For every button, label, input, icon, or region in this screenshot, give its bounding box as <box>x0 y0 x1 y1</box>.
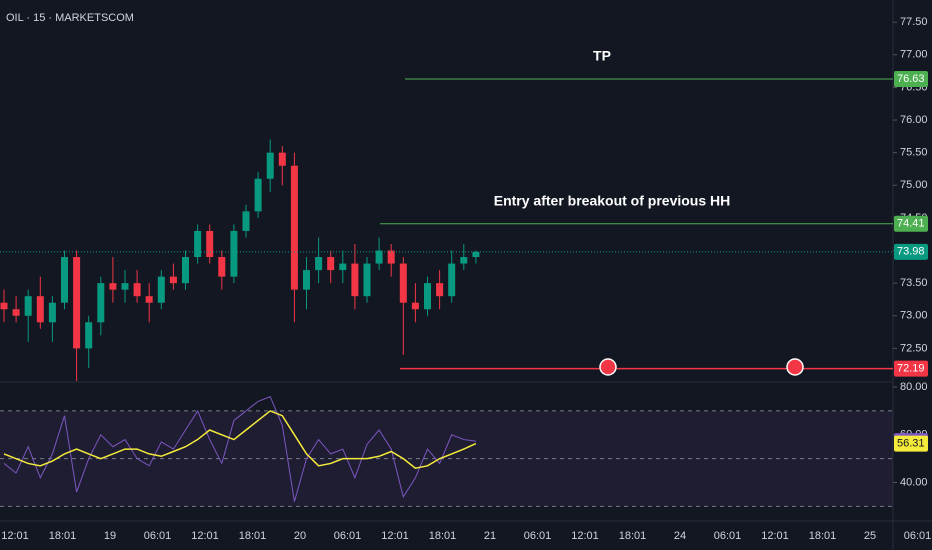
x-tick-label: 06:01 <box>144 530 172 542</box>
x-tick-label: 20 <box>294 530 306 542</box>
candle-body <box>399 263 407 303</box>
candle-body <box>24 296 32 316</box>
candle-body <box>448 263 456 297</box>
candle-body <box>48 302 56 323</box>
flag-icon <box>599 358 617 376</box>
candle-body <box>460 257 468 264</box>
flags <box>599 358 804 376</box>
candle-body <box>169 276 177 284</box>
value-tag-label: 56.31 <box>897 438 925 450</box>
y-tick-label: 75.50 <box>900 147 928 159</box>
candle-body <box>375 250 383 264</box>
price-tag <box>894 215 928 232</box>
candle-body <box>145 296 153 303</box>
x-tick-label: 06:01 <box>524 530 552 542</box>
candle-body <box>254 178 262 212</box>
candle-body <box>0 302 8 310</box>
candle-body <box>157 276 165 303</box>
candle-body <box>387 250 395 264</box>
candle-body <box>218 257 226 277</box>
y-tick-label: 76.00 <box>900 114 928 126</box>
x-tick-label: 06:01 <box>904 530 932 542</box>
x-tick-label: 12:01 <box>191 530 219 542</box>
x-tick-label: 24 <box>674 530 686 542</box>
chart-title: OIL · 15 · MARKETSCOM <box>6 12 134 24</box>
candle-body <box>194 230 202 258</box>
candle-body <box>424 283 431 310</box>
candle-body <box>182 257 189 284</box>
y-tick-label: 73.00 <box>900 310 928 322</box>
candle-body <box>436 283 444 297</box>
candle-body <box>290 165 298 290</box>
candle-body <box>339 263 347 271</box>
y-tick-label: 77.50 <box>900 16 928 28</box>
y-tick-label: 73.50 <box>900 277 928 289</box>
price-tag-label: 72.19 <box>897 363 925 375</box>
rsi-band <box>0 410 893 507</box>
x-tick-label: 18:01 <box>239 530 267 542</box>
candle-body <box>315 257 323 271</box>
candle-body <box>12 309 20 316</box>
x-tick-label: 12:01 <box>1 530 29 542</box>
level-annotation: Entry after breakout of previous HH <box>494 192 731 208</box>
candle-body <box>109 283 117 290</box>
candle-body <box>121 283 129 290</box>
candle-body <box>363 263 371 297</box>
price-tag <box>894 243 928 260</box>
candle-body <box>351 263 359 297</box>
candle-body <box>97 283 105 323</box>
flag-icon <box>786 358 804 376</box>
y-tick-label: 75.00 <box>900 179 928 191</box>
x-tick-label: 12:01 <box>381 530 409 542</box>
x-tick-label: 18:01 <box>809 530 837 542</box>
candle-body <box>36 296 44 323</box>
x-tick-label: 25 <box>864 530 876 542</box>
candle-body <box>133 283 141 297</box>
candle-body <box>411 302 419 310</box>
x-tick-label: 06:01 <box>334 530 362 542</box>
candle-body <box>61 257 68 303</box>
x-tick-label: 21 <box>484 530 496 542</box>
price-tag <box>894 360 928 377</box>
x-tick-label: 06:01 <box>714 530 742 542</box>
candle-body <box>85 322 93 349</box>
price-tag-label: 73.98 <box>897 246 925 258</box>
x-tick-label: 19 <box>104 530 116 542</box>
candle-body <box>266 152 274 179</box>
rsi-signal-line <box>3 410 477 470</box>
y-tick-label: 77.00 <box>900 49 928 61</box>
candle-body <box>472 251 480 258</box>
y-tick-label: 40.00 <box>900 476 928 488</box>
x-tick-label: 12:01 <box>761 530 789 542</box>
candle-body <box>327 257 335 271</box>
y-tick-label: 72.50 <box>900 342 928 354</box>
candle-body <box>278 152 286 166</box>
x-tick-label: 12:01 <box>571 530 599 542</box>
price-tag-label: 74.41 <box>897 218 925 230</box>
candle-body <box>206 230 214 258</box>
level-annotation: TP <box>593 48 611 64</box>
price-tag-label: 76.63 <box>897 73 925 85</box>
x-tick-label: 18:01 <box>429 530 457 542</box>
value-tag <box>894 435 928 452</box>
y-tick-label: 80.00 <box>900 381 928 393</box>
candle-body <box>242 211 250 231</box>
x-tick-label: 18:01 <box>49 530 77 542</box>
candle-body <box>73 257 81 349</box>
price-tag <box>894 70 928 87</box>
x-tick-label: 18:01 <box>619 530 647 542</box>
candle-body <box>303 270 310 290</box>
candle-body <box>230 230 238 277</box>
rsi-line <box>3 395 476 502</box>
